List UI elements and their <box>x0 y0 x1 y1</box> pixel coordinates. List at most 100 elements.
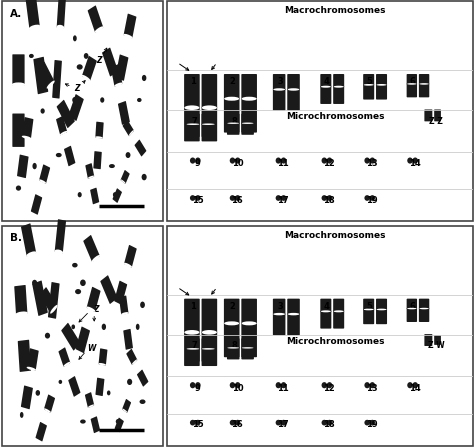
Text: 6: 6 <box>410 77 416 86</box>
Ellipse shape <box>44 408 51 413</box>
Ellipse shape <box>412 158 418 164</box>
Ellipse shape <box>12 82 25 87</box>
Ellipse shape <box>77 64 83 69</box>
FancyBboxPatch shape <box>186 114 200 125</box>
Text: 15: 15 <box>191 196 203 205</box>
Ellipse shape <box>281 382 286 388</box>
Ellipse shape <box>137 98 142 102</box>
FancyBboxPatch shape <box>333 299 344 312</box>
Ellipse shape <box>26 251 36 257</box>
Text: Z: Z <box>93 305 99 314</box>
Ellipse shape <box>273 88 285 90</box>
Ellipse shape <box>327 420 332 426</box>
FancyBboxPatch shape <box>39 287 57 314</box>
Text: Z: Z <box>96 56 102 65</box>
FancyBboxPatch shape <box>241 299 257 324</box>
Ellipse shape <box>95 136 103 138</box>
Text: 14: 14 <box>409 159 421 168</box>
Text: A.: A. <box>10 9 23 19</box>
FancyBboxPatch shape <box>241 98 257 133</box>
Ellipse shape <box>184 105 200 110</box>
Text: B.: B. <box>10 233 22 243</box>
Ellipse shape <box>288 88 300 90</box>
Text: 17: 17 <box>277 196 289 205</box>
Text: 17: 17 <box>277 420 289 430</box>
Text: 7: 7 <box>191 116 197 125</box>
Ellipse shape <box>202 330 217 335</box>
FancyBboxPatch shape <box>186 338 200 349</box>
FancyBboxPatch shape <box>407 83 417 97</box>
Ellipse shape <box>116 419 121 424</box>
Text: 3: 3 <box>277 302 283 310</box>
Ellipse shape <box>370 158 375 164</box>
Ellipse shape <box>230 195 235 201</box>
Ellipse shape <box>365 158 370 164</box>
Ellipse shape <box>72 263 78 267</box>
Text: 10: 10 <box>232 383 243 392</box>
Ellipse shape <box>113 192 118 197</box>
FancyBboxPatch shape <box>273 299 285 315</box>
Ellipse shape <box>40 108 45 114</box>
Ellipse shape <box>142 75 146 81</box>
FancyBboxPatch shape <box>376 84 387 99</box>
FancyBboxPatch shape <box>287 314 300 335</box>
Ellipse shape <box>75 289 81 294</box>
FancyBboxPatch shape <box>320 310 331 328</box>
FancyBboxPatch shape <box>320 74 331 87</box>
FancyBboxPatch shape <box>18 340 31 372</box>
FancyBboxPatch shape <box>55 219 66 253</box>
Ellipse shape <box>370 420 375 426</box>
FancyBboxPatch shape <box>333 310 344 328</box>
FancyBboxPatch shape <box>184 332 200 366</box>
Text: 19: 19 <box>366 196 378 205</box>
FancyBboxPatch shape <box>184 74 200 108</box>
FancyBboxPatch shape <box>186 348 200 362</box>
Ellipse shape <box>275 195 281 201</box>
FancyBboxPatch shape <box>287 299 300 315</box>
FancyBboxPatch shape <box>320 299 331 312</box>
Ellipse shape <box>364 309 374 310</box>
Ellipse shape <box>370 195 375 201</box>
FancyBboxPatch shape <box>90 188 99 204</box>
Ellipse shape <box>80 280 86 286</box>
Text: 1: 1 <box>190 302 196 310</box>
FancyBboxPatch shape <box>224 74 239 99</box>
Ellipse shape <box>36 390 40 396</box>
FancyBboxPatch shape <box>434 109 441 121</box>
Ellipse shape <box>321 86 331 88</box>
Text: 19: 19 <box>366 420 378 430</box>
Ellipse shape <box>275 420 281 426</box>
FancyBboxPatch shape <box>287 89 300 111</box>
FancyBboxPatch shape <box>201 348 215 362</box>
Ellipse shape <box>82 75 91 81</box>
Ellipse shape <box>72 324 75 329</box>
Text: 7: 7 <box>191 341 197 350</box>
Text: Z: Z <box>74 85 79 94</box>
Ellipse shape <box>376 84 387 86</box>
Text: 8: 8 <box>231 116 237 125</box>
FancyBboxPatch shape <box>434 335 441 345</box>
FancyBboxPatch shape <box>99 349 108 366</box>
FancyBboxPatch shape <box>227 338 239 349</box>
FancyBboxPatch shape <box>407 299 417 309</box>
Ellipse shape <box>202 105 217 110</box>
Ellipse shape <box>55 250 63 254</box>
FancyBboxPatch shape <box>363 299 374 310</box>
Ellipse shape <box>45 333 50 339</box>
FancyBboxPatch shape <box>224 323 239 357</box>
FancyBboxPatch shape <box>320 86 331 104</box>
FancyBboxPatch shape <box>115 55 128 81</box>
Ellipse shape <box>132 359 137 365</box>
FancyBboxPatch shape <box>88 5 103 33</box>
FancyBboxPatch shape <box>201 338 215 349</box>
Ellipse shape <box>56 153 62 157</box>
FancyBboxPatch shape <box>227 123 239 135</box>
FancyBboxPatch shape <box>227 114 239 124</box>
Ellipse shape <box>107 391 110 396</box>
Ellipse shape <box>412 382 418 388</box>
FancyBboxPatch shape <box>114 281 127 305</box>
Ellipse shape <box>128 130 134 136</box>
FancyBboxPatch shape <box>224 98 239 133</box>
Ellipse shape <box>242 97 257 101</box>
Ellipse shape <box>321 310 331 312</box>
